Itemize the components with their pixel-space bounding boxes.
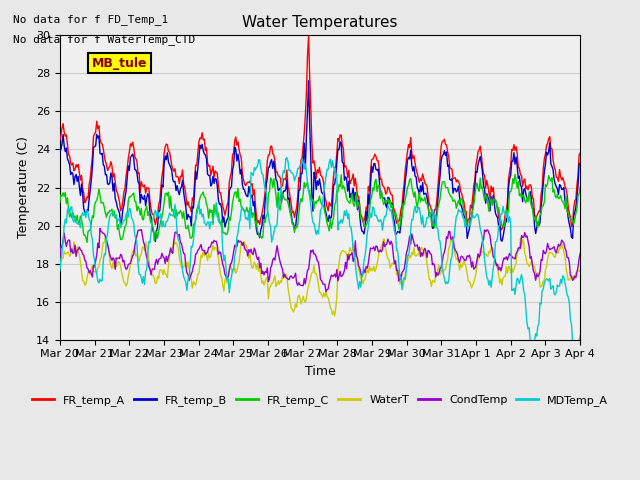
Title: Water Temperatures: Water Temperatures [243,15,397,30]
Text: MB_tule: MB_tule [92,57,147,70]
Text: No data for f WaterTemp_CTD: No data for f WaterTemp_CTD [13,34,195,45]
Legend: FR_temp_A, FR_temp_B, FR_temp_C, WaterT, CondTemp, MDTemp_A: FR_temp_A, FR_temp_B, FR_temp_C, WaterT,… [27,391,613,410]
Y-axis label: Temperature (C): Temperature (C) [17,137,30,239]
X-axis label: Time: Time [305,365,335,378]
Text: No data for f FD_Temp_1: No data for f FD_Temp_1 [13,14,168,25]
